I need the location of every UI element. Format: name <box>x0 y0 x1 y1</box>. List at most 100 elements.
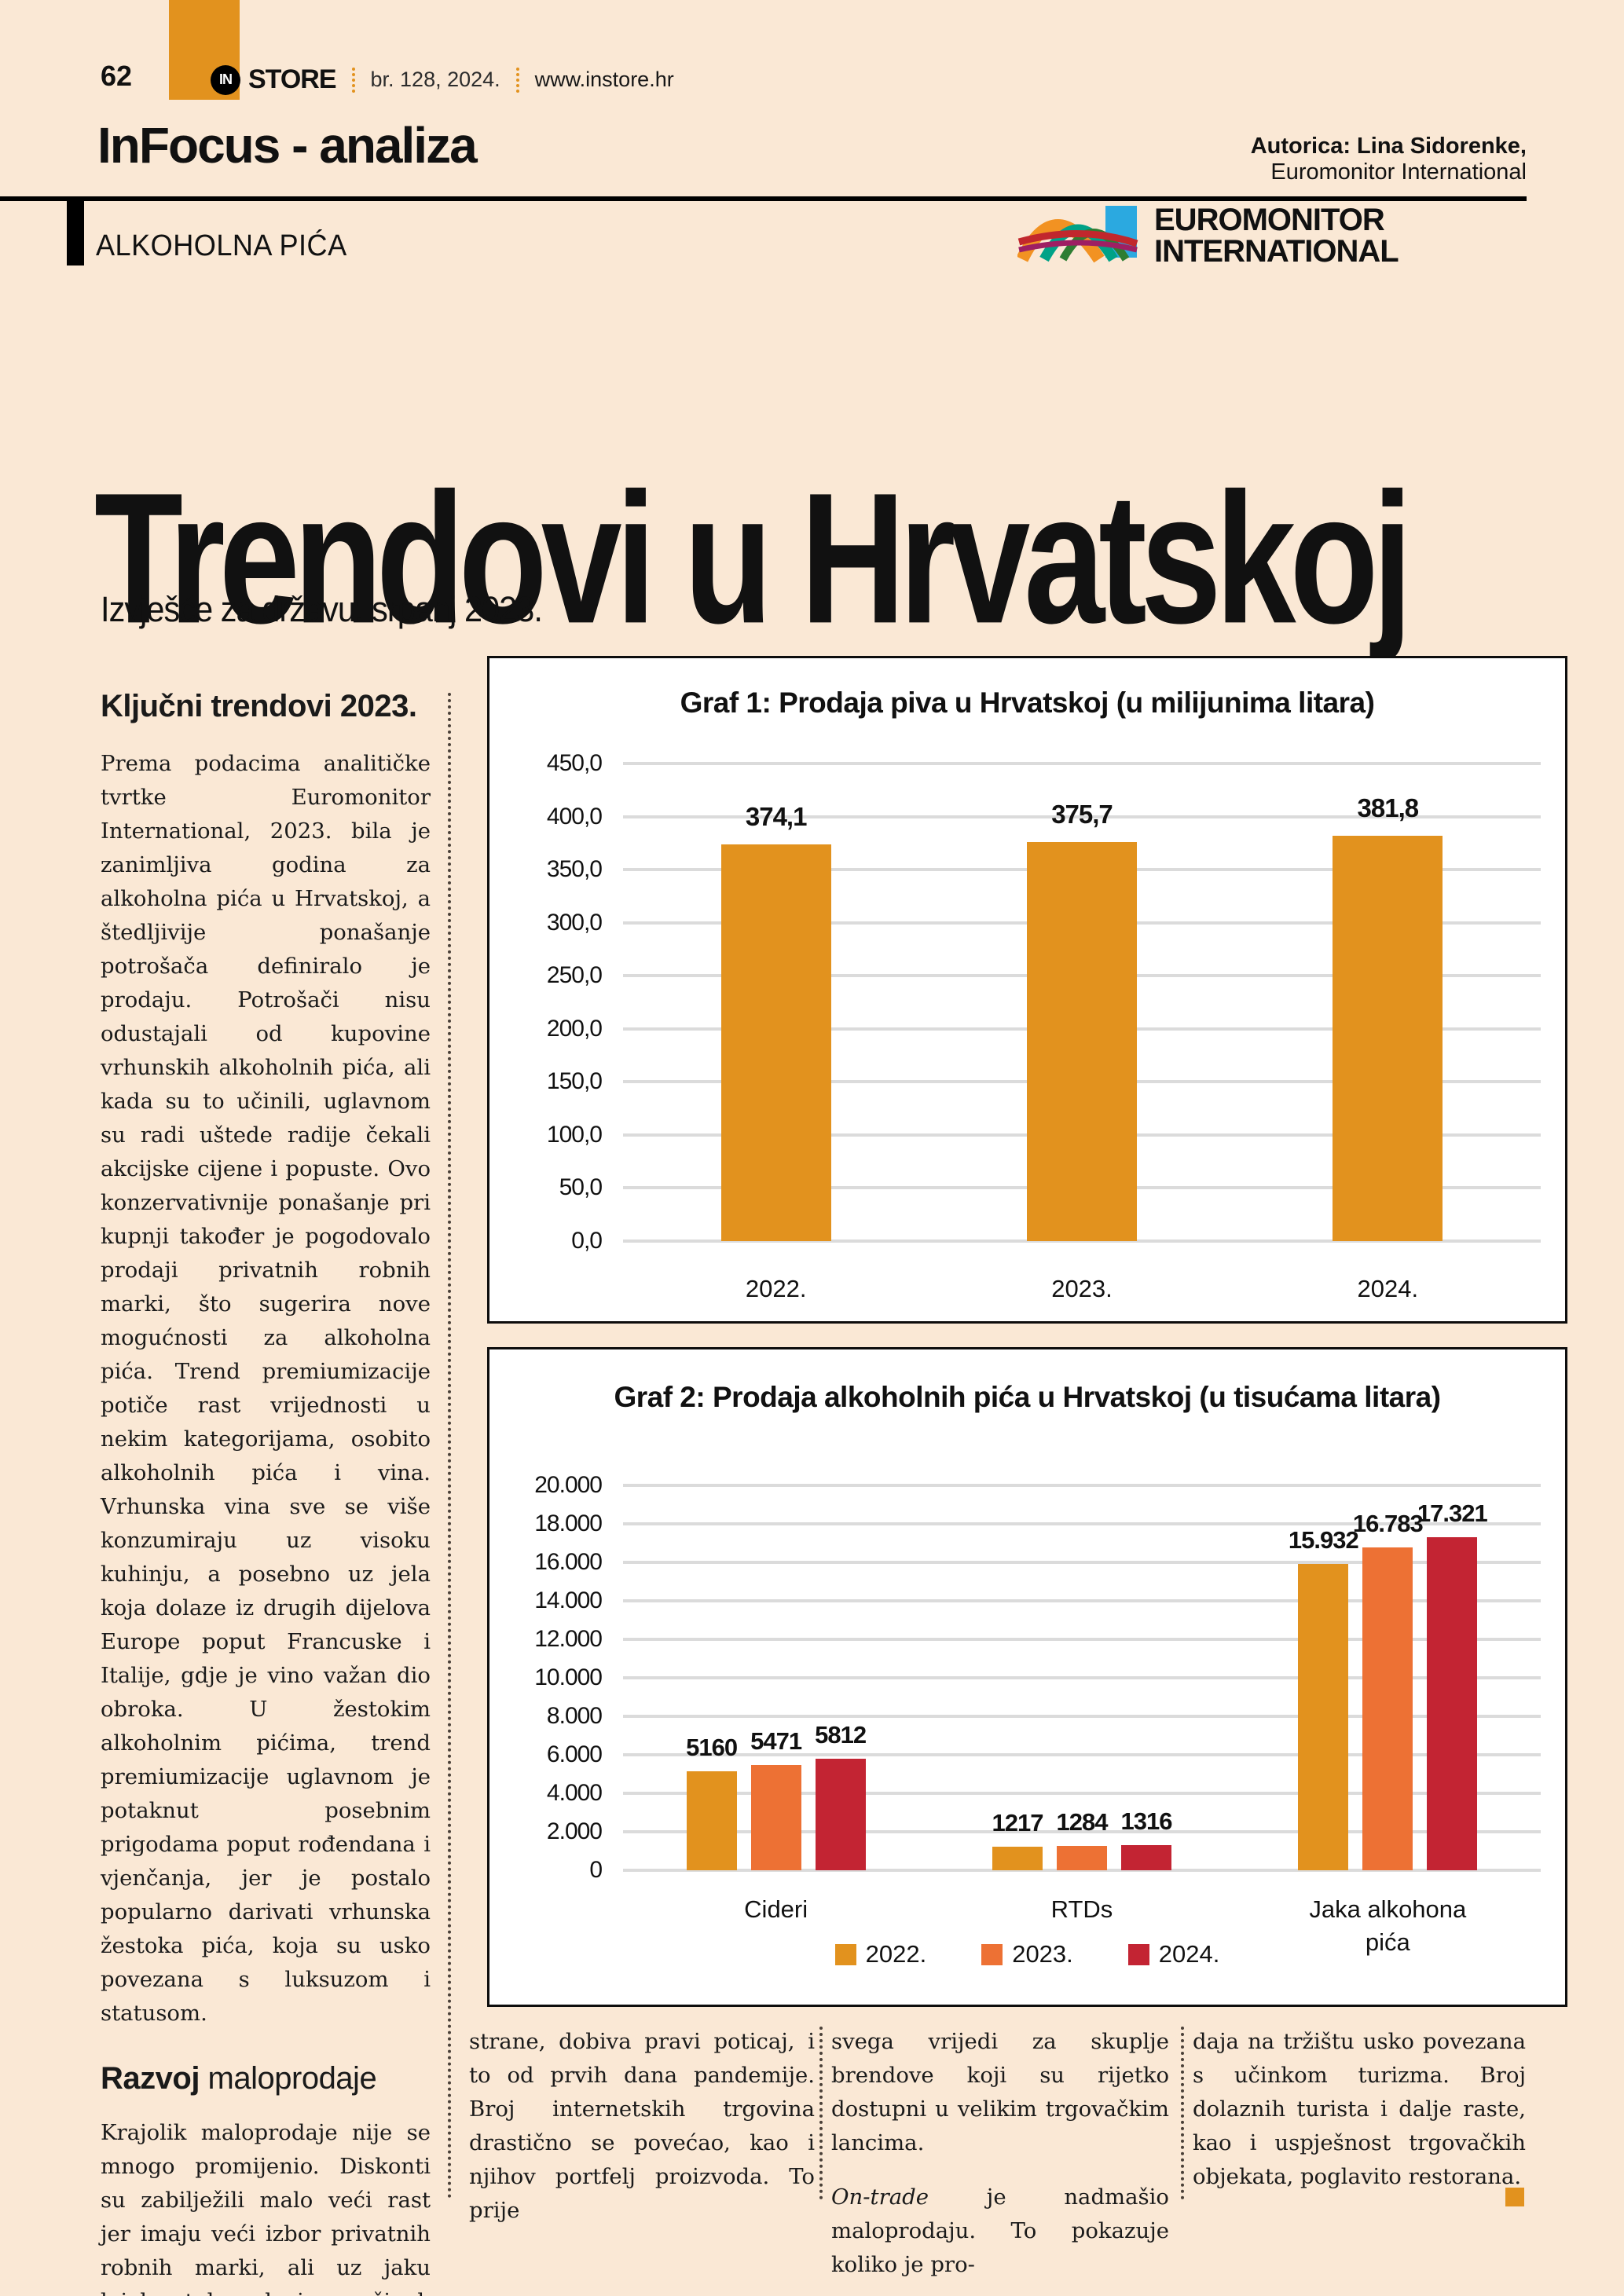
bar <box>992 1847 1043 1870</box>
bar <box>1026 842 1137 1241</box>
y-tick-label: 350,0 <box>546 856 603 883</box>
bar-group: 381,8 <box>1235 764 1541 1241</box>
section-title: InFocus - analiza <box>97 117 478 174</box>
legend-swatch-icon <box>1127 1943 1149 1965</box>
y-tick-label: 0 <box>589 1857 603 1883</box>
y-tick-label: 2.000 <box>546 1818 603 1844</box>
bar-wrap: 1217 <box>992 1485 1043 1870</box>
x-axis-label: 2024. <box>1357 1275 1419 1302</box>
y-tick-label: 16.000 <box>534 1549 603 1575</box>
instore-logo: STORE <box>248 64 337 94</box>
y-tick-label: 10.000 <box>534 1664 603 1690</box>
bar-wrap: 5471 <box>750 1485 802 1870</box>
bar-wrap: 5812 <box>815 1485 867 1870</box>
y-tick-label: 450,0 <box>546 750 603 776</box>
bar <box>750 1764 801 1870</box>
category-label: ALKOHOLNA PIĆA <box>96 229 347 262</box>
legend-swatch-icon <box>834 1943 856 1965</box>
masthead: IN STORE br. 128, 2024. www.instore.hr <box>211 64 674 95</box>
bar-group: 1217 1284 1316 <box>929 1485 1234 1870</box>
column-heading: Razvoj maloprodaje <box>101 2062 431 2096</box>
x-axis-label: Cideri <box>744 1895 808 1923</box>
y-tick-label: 6.000 <box>546 1741 603 1767</box>
chart-title: Graf 2: Prodaja alkoholnih pića u Hrvats… <box>614 1381 1441 1413</box>
y-tick-label: 0,0 <box>571 1228 603 1254</box>
bar-wrap: 381,8 <box>1333 764 1443 1241</box>
y-tick-label: 12.000 <box>534 1626 603 1652</box>
instore-in-circle-icon: IN <box>211 64 240 95</box>
dotted-divider-icon <box>351 67 355 93</box>
heading-bold-part: Razvoj <box>101 2061 200 2096</box>
instore-in-text: IN <box>219 71 233 87</box>
gridline <box>623 1830 1541 1833</box>
legend-label: 2024. <box>1158 1940 1220 1968</box>
y-tick-label: 14.000 <box>534 1587 603 1613</box>
bar-value-label: 5160 <box>686 1733 738 1761</box>
x-axis: Cideri RTDs Jaka alkohona pića <box>623 1893 1541 1959</box>
euromonitor-logo: EUROMONITOR INTERNATIONAL <box>1017 198 1399 273</box>
paragraph-rest: je nadmašio maloprodaju. To pokazuje kol… <box>831 2184 1169 2277</box>
gridline <box>623 1676 1541 1679</box>
gridline <box>623 1561 1541 1564</box>
legend-label: 2023. <box>1012 1940 1073 1968</box>
body-column-3: svega vrijedi za skuplje brendove koji s… <box>831 2025 1169 2296</box>
author-organization: Euromonitor International <box>1270 159 1527 185</box>
legend-item: 2023. <box>981 1940 1073 1968</box>
bar-group: 15.932 16.783 17.321 <box>1235 1485 1541 1870</box>
gridline <box>623 1484 1541 1487</box>
legend-label: 2022. <box>865 1940 927 1968</box>
y-axis: 20.000 18.000 16.000 14.000 12.000 10.000 8.00… <box>509 1472 611 1883</box>
bar <box>1298 1563 1349 1870</box>
y-axis: 450,0 400,0 350,0 300,0 250,0 200,0 150,0 100,0… <box>509 750 611 1254</box>
subhead: Izvješće za državu: srpanj 2023. <box>101 589 543 629</box>
column-separator <box>448 693 451 2199</box>
legend-swatch-icon <box>981 1943 1003 1965</box>
page-number: 62 <box>101 60 133 92</box>
bar <box>1333 836 1443 1241</box>
bar-value-label: 375,7 <box>1051 800 1113 829</box>
y-tick-label: 4.000 <box>546 1780 603 1806</box>
gridline <box>623 1792 1541 1795</box>
x-axis-label: RTDs <box>1050 1895 1113 1923</box>
x-axis-label: Jaka alkohona pića <box>1309 1895 1467 1956</box>
gridline <box>623 1715 1541 1718</box>
y-tick-label: 300,0 <box>546 909 603 936</box>
legend-item: 2024. <box>1127 1940 1220 1968</box>
bar-value-label: 381,8 <box>1357 793 1420 823</box>
euromonitor-line2: INTERNATIONAL <box>1154 233 1399 269</box>
bar <box>1120 1844 1171 1870</box>
y-tick-label: 150,0 <box>546 1068 603 1095</box>
website-label: www.instore.hr <box>534 68 674 91</box>
column-separator <box>819 2027 823 2199</box>
bar <box>1427 1536 1478 1870</box>
gridline <box>623 1240 1541 1243</box>
bar-value-label: 5812 <box>815 1720 867 1749</box>
bar-value-label: 17.321 <box>1417 1499 1488 1527</box>
bar-group: 5160 5471 5812 <box>623 1485 929 1870</box>
bar <box>1056 1845 1107 1870</box>
paragraph: Krajolik maloprodaje nije se mnogo promi… <box>101 2120 431 2296</box>
bar <box>1362 1547 1413 1870</box>
chart-graf-1: Graf 1: Prodaja piva u Hrvatskoj (u mili… <box>487 656 1567 1324</box>
x-axis-label: 2022. <box>745 1275 807 1302</box>
horizontal-rule <box>0 196 1527 201</box>
bar <box>815 1758 866 1870</box>
bar <box>686 1771 737 1870</box>
bar-wrap: 1284 <box>1056 1485 1108 1870</box>
chart-graf-2: Graf 2: Prodaja alkoholnih pića u Hrvats… <box>487 1347 1567 2007</box>
plot-area: 374,1 375,7 381,8 <box>623 762 1541 1243</box>
bar-value-label: 1316 <box>1120 1807 1173 1835</box>
bar-group: 375,7 <box>929 764 1234 1241</box>
body-column-1: Ključni trendovi 2023. Prema podacima an… <box>101 690 431 2296</box>
y-tick-label: 50,0 <box>559 1174 603 1201</box>
dotted-divider-icon <box>515 67 519 93</box>
bar-wrap: 17.321 <box>1417 1485 1488 1870</box>
y-tick-label: 100,0 <box>546 1121 603 1148</box>
gridline <box>623 762 1541 765</box>
plot-area: 5160 5471 5812 1217 1284 1316 15.932 16.783 17.3… <box>623 1484 1541 1872</box>
bar-value-label: 16.783 <box>1352 1509 1424 1537</box>
euromonitor-wordmark: EUROMONITOR INTERNATIONAL <box>1154 204 1399 267</box>
y-tick-label: 8.000 <box>546 1703 603 1729</box>
italic-term: On-trade <box>831 2184 929 2210</box>
chart-legend: 2022. 2023. 2024. <box>489 1940 1565 1968</box>
